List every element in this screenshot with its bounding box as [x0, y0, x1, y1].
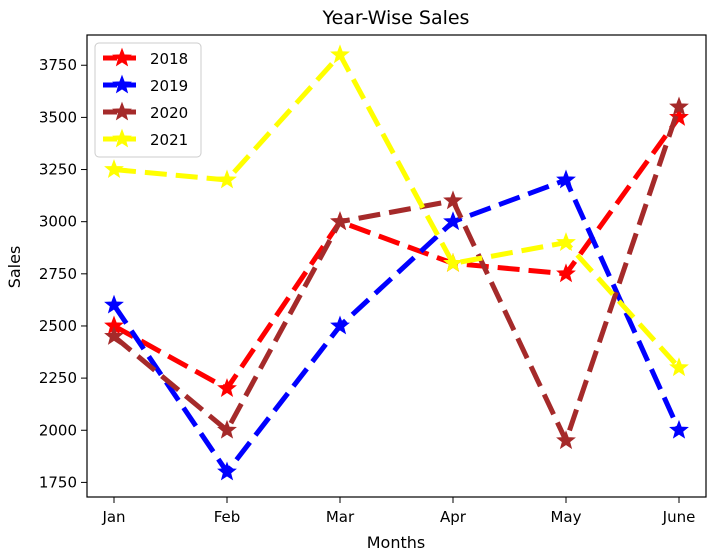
x-axis-label: Months [367, 533, 425, 552]
legend-marker-2020 [112, 101, 132, 121]
legend-item-2018: 2018 [103, 47, 188, 68]
data-point-2021 [330, 44, 350, 64]
x-tick-label: May [550, 508, 581, 526]
data-point-2020 [217, 419, 237, 439]
legend-box [94, 42, 202, 158]
data-point-2020 [556, 430, 576, 450]
data-point-2021 [669, 357, 689, 377]
plot-frame [86, 34, 707, 498]
data-point-2021 [104, 159, 124, 178]
y-tick-label: 2500 [39, 317, 77, 335]
data-point-2020 [330, 211, 350, 231]
y-tick-label: 1750 [39, 473, 77, 491]
y-tick-label: 3750 [39, 56, 77, 74]
legend: 2018 2019 2020 2021 [94, 42, 202, 158]
series-line-2018 [112, 115, 682, 392]
legend-marker-2021 [112, 128, 132, 148]
series-group [104, 44, 689, 481]
legend-label: 2019 [150, 77, 188, 95]
data-point-2021 [556, 232, 576, 251]
x-tick-label: Apr [440, 508, 467, 526]
series-line-2021 [113, 52, 681, 370]
series-line-2019 [111, 177, 682, 475]
y-tick-label: 3250 [39, 161, 77, 179]
y-tick-label: 3500 [39, 108, 77, 126]
data-point-2021 [217, 169, 237, 189]
data-point-2020 [669, 96, 689, 116]
legend-label: 2021 [150, 131, 188, 149]
x-tick-label: Feb [214, 508, 241, 526]
data-point-2019 [556, 169, 576, 189]
data-point-2019 [217, 461, 237, 481]
data-point-2019 [104, 294, 124, 314]
legend-item-2019: 2019 [103, 74, 188, 95]
legend-item-2020: 2020 [103, 101, 188, 122]
y-tick-label: 2750 [39, 265, 77, 283]
data-point-2019 [330, 315, 350, 335]
y-axis-label: Sales [5, 246, 24, 289]
data-point-2019 [669, 419, 689, 439]
series-line-2020 [112, 106, 682, 444]
y-tick-label: 2000 [39, 421, 77, 439]
legend-label: 2018 [150, 50, 188, 68]
data-point-2018 [217, 378, 237, 397]
x-tick-label: Mar [326, 508, 355, 526]
data-point-2018 [669, 106, 689, 126]
axes: 1750 2000 2250 2500 2750 3000 3250 3500 3750 Jan F… [39, 34, 707, 526]
x-tick-label: June [662, 508, 696, 526]
data-point-2019 [443, 211, 463, 231]
legend-label: 2020 [150, 104, 188, 122]
series-2021 [104, 44, 689, 377]
legend-marker-2019 [112, 74, 132, 94]
legend-item-2021: 2021 [103, 128, 188, 149]
series-2019 [104, 169, 689, 481]
y-tick-label: 3000 [39, 213, 77, 231]
series-2020 [104, 96, 689, 450]
data-point-2021 [443, 252, 463, 272]
chart-title: Year-Wise Sales [322, 7, 470, 29]
data-point-2020 [104, 325, 124, 345]
x-tick-label: Jan [101, 508, 125, 526]
data-point-2018 [556, 263, 576, 283]
legend-marker-2018 [112, 47, 132, 67]
data-point-2020 [443, 190, 463, 210]
y-tick-label: 2250 [39, 369, 77, 387]
